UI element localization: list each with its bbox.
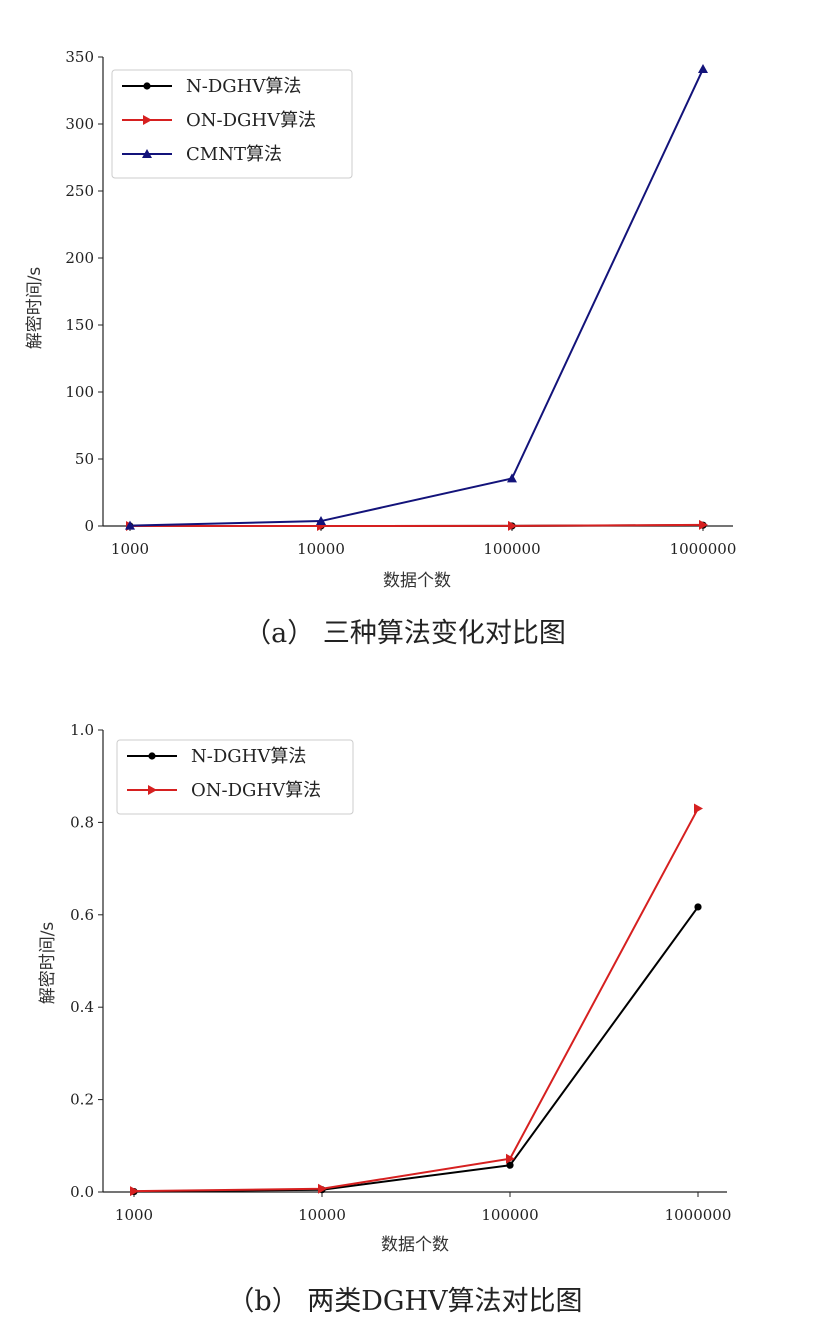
x-tick-label: 10000	[298, 1206, 346, 1224]
legend-marker	[142, 149, 152, 158]
x-axis-label-b: 数据个数	[381, 1235, 449, 1255]
y-tick-label: 1.0	[70, 721, 94, 739]
legend-marker	[148, 752, 156, 760]
y-tick-label: 350	[65, 48, 94, 66]
data-point-s2-3	[508, 520, 517, 531]
y-tick-label: 0.2	[70, 1091, 94, 1109]
data-point-s1-4	[694, 903, 702, 911]
plot-area-a: 0 50 100 150 200 250 300 350 1000 10000 100000 1000…	[65, 48, 736, 558]
data-point-s1-3	[506, 1161, 514, 1169]
y-tick-label: 150	[65, 316, 94, 334]
data-point-s2-4	[694, 803, 703, 814]
legend-label: ON-DGHV算法	[191, 780, 321, 801]
caption-b: （b） 两类DGHV算法对比图	[227, 1286, 582, 1317]
x-tick-label: 10000	[297, 540, 345, 558]
legend-label: N-DGHV算法	[186, 76, 301, 97]
x-tick-label: 100000	[481, 1206, 538, 1224]
legend-box	[116, 739, 354, 815]
y-tick-label: 0	[84, 517, 94, 535]
legend-label: N-DGHV算法	[191, 746, 306, 767]
y-tick-label: 0.8	[70, 813, 94, 831]
series-line-1	[133, 906, 699, 1193]
data-point-s2-1	[130, 1186, 139, 1197]
data-point-s2-4	[699, 519, 708, 530]
y-tick-label: 300	[65, 115, 94, 133]
y-tick-label: 250	[65, 182, 94, 200]
legend-a: N-DGHV算法 ON-DGHV算法 CMNT算法	[111, 69, 353, 179]
y-axis-label-a: 解密时间/s	[25, 267, 45, 350]
legend-box	[111, 69, 353, 179]
chart-b: 0.0 0.2 0.4 0.6 0.8 1.0 1000 10000 100000 1000000…	[38, 721, 731, 1317]
y-tick-label: 100	[65, 383, 94, 401]
y-tick-label: 200	[65, 249, 94, 267]
y-tick-label: 0.6	[70, 906, 94, 924]
x-axis-label-a: 数据个数	[383, 571, 451, 591]
x-tick-label: 100000	[483, 540, 540, 558]
x-tick-label: 1000000	[670, 540, 737, 558]
data-point-s3-3	[507, 473, 517, 483]
caption-a: （a） 三种算法变化对比图	[244, 618, 566, 649]
series-line-3	[129, 68, 704, 527]
legend-marker	[148, 785, 157, 795]
y-tick-label: 50	[75, 450, 94, 468]
data-point-s3-4	[698, 64, 708, 74]
data-point-s2-3	[506, 1153, 515, 1164]
y-tick-label: 0.0	[70, 1183, 94, 1201]
x-tick-label: 1000	[111, 540, 149, 558]
series-line-2	[129, 523, 704, 527]
plot-area-b: 0.0 0.2 0.4 0.6 0.8 1.0 1000 10000 100000 1000000…	[70, 721, 731, 1224]
legend-marker	[143, 115, 152, 125]
x-tick-label: 1000	[115, 1206, 153, 1224]
data-point-s3-1	[125, 520, 135, 530]
x-tick-label: 1000000	[665, 1206, 732, 1224]
y-tick-label: 0.4	[70, 998, 94, 1016]
series-line-2	[133, 808, 699, 1193]
chart-a: 0 50 100 150 200 250 300 350 1000 10000 100000 1000…	[25, 48, 736, 649]
legend-label: ON-DGHV算法	[186, 110, 316, 131]
legend-label: CMNT算法	[186, 144, 282, 165]
y-axis-label-b: 解密时间/s	[38, 922, 58, 1005]
legend-marker	[143, 82, 151, 90]
data-point-s3-2	[316, 516, 326, 526]
legend-b: N-DGHV算法 ON-DGHV算法	[116, 739, 354, 815]
data-point-s2-2	[318, 1183, 327, 1194]
